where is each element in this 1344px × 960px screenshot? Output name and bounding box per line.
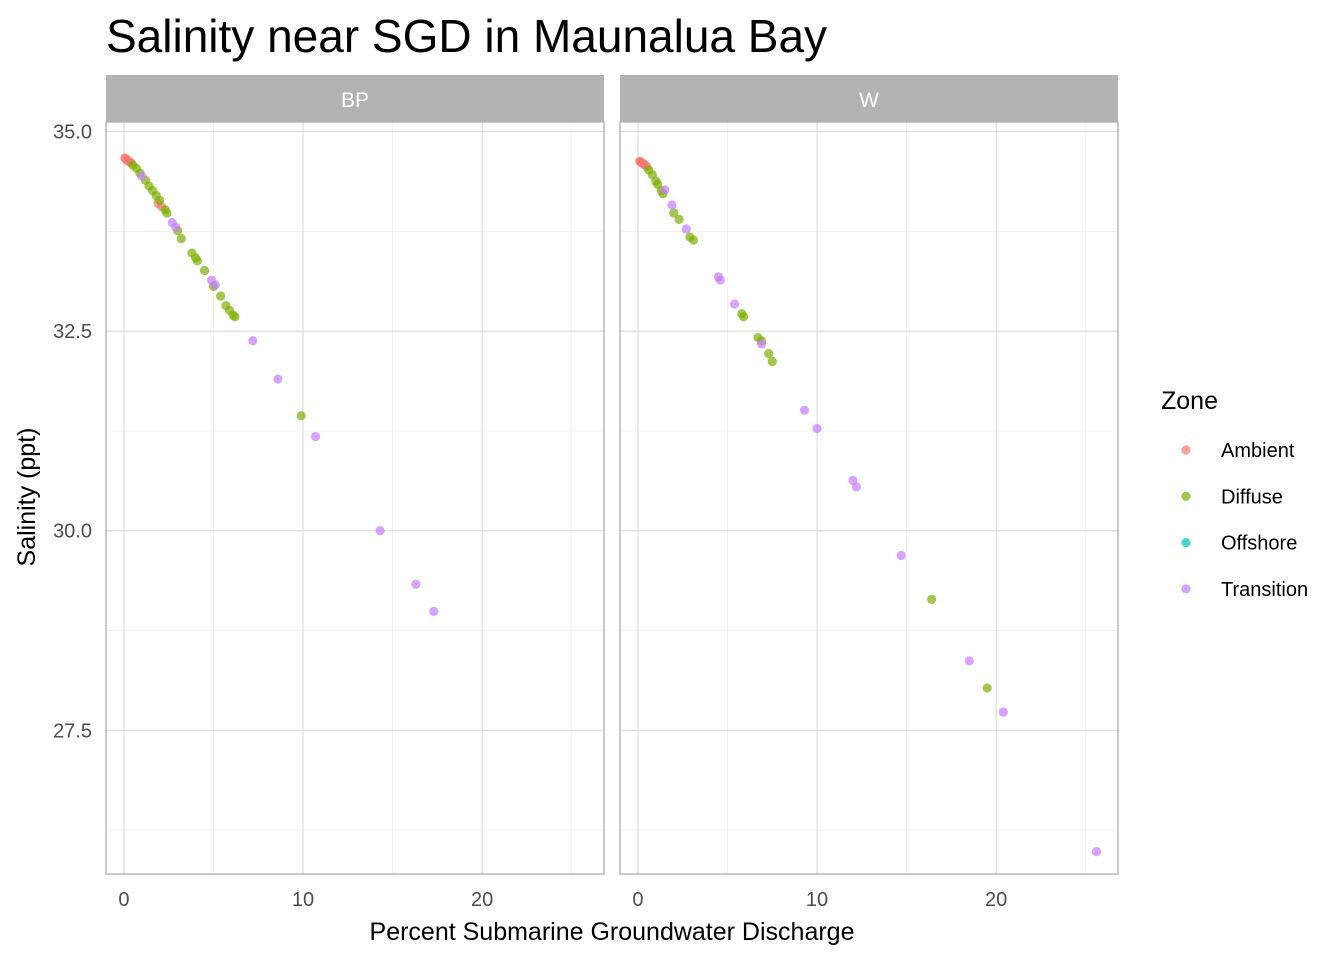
panel-border [619,121,1119,875]
data-point-transition [137,171,147,181]
facet-strip-label: BP [341,89,369,112]
data-point-diffuse [176,233,186,244]
legend-item-diffuse: Diffuse [1181,486,1283,508]
data-point-transition [171,222,181,232]
data-point-transition [1091,847,1102,857]
data-point-transition [998,707,1008,717]
data-point-transition [375,526,385,536]
data-point-diffuse [216,291,226,301]
data-point-transition [681,224,691,234]
data-point-transition [248,336,258,346]
legend: Zone Ambient Diffuse Offshore Transition [1161,387,1308,601]
data-point-transition [799,405,810,415]
data-point-diffuse [162,208,172,218]
data-point-diffuse [764,348,774,359]
data-point-diffuse [927,594,937,604]
data-point-diffuse [230,312,240,322]
facet-panels: BP W [105,75,1119,875]
data-point-diffuse [739,312,749,322]
data-point-transition [715,275,725,285]
y-tick-label: 32.5 [53,321,92,343]
x-tick-label: 10 [806,889,828,911]
data-point-diffuse [767,356,777,367]
facet-panel-bp: BP [105,75,605,875]
facet-panel-w: W [619,75,1119,875]
data-point-transition [310,431,321,442]
x-tick-label: 0 [118,889,129,911]
data-point-diffuse [192,256,202,266]
data-point-transition [964,656,974,666]
legend-key [1181,584,1191,594]
legend-key [1181,491,1191,501]
facet-strip-label: W [859,89,879,112]
legend-item-transition: Transition [1181,579,1308,601]
legend-label: Ambient [1221,440,1295,462]
data-point-diffuse [674,214,684,224]
facet-strip [620,75,1118,122]
y-tick-label: 35.0 [53,122,92,144]
data-point-transition [429,606,439,616]
x-tick-label: 10 [292,889,314,911]
x-axis-ticks: 0 10 20 0 10 20 [118,889,1007,911]
data-point-transition [812,423,822,434]
data-point-diffuse [669,208,679,218]
legend-key [1181,538,1191,548]
data-point-diffuse [155,195,165,205]
y-axis-title: Salinity (ppt) [13,428,41,567]
legend-label: Diffuse [1221,486,1283,508]
y-tick-label: 27.5 [53,720,92,742]
data-point-transition [896,550,906,561]
data-point-transition [210,280,220,290]
data-point-diffuse [688,235,699,245]
legend-item-ambient: Ambient [1181,440,1295,462]
legend-key [1181,445,1191,455]
data-point-transition [273,374,283,384]
x-tick-label: 20 [985,889,1007,911]
data-point-transition [411,579,421,589]
legend-title: Zone [1161,387,1218,415]
data-point-diffuse [296,411,306,421]
data-point-transition [756,339,767,349]
y-tick-label: 30.0 [53,521,92,543]
data-point-transition [660,185,670,195]
data-point-diffuse [982,683,992,693]
x-tick-label: 20 [471,889,493,911]
x-axis-title: Percent Submarine Groundwater Discharge [370,918,855,946]
facet-strip [106,75,604,122]
legend-item-offshore: Offshore [1181,533,1297,555]
data-point-diffuse [199,265,210,276]
legend-label: Transition [1221,579,1308,601]
chart-title: Salinity near SGD in Maunalua Bay [106,10,827,62]
y-axis-ticks: 27.5 30.0 32.5 35.0 [53,122,92,743]
data-point-transition [851,482,862,492]
x-tick-label: 0 [632,889,643,911]
panel-border [105,121,605,875]
legend-label: Offshore [1221,533,1297,555]
data-point-transition [667,200,677,210]
data-point-transition [730,299,740,309]
